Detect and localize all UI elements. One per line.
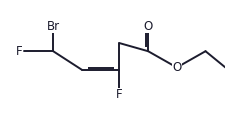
Text: O: O: [143, 20, 152, 33]
Text: Br: Br: [46, 20, 60, 33]
Text: F: F: [116, 88, 122, 101]
Text: O: O: [172, 61, 181, 74]
Text: F: F: [16, 45, 22, 58]
